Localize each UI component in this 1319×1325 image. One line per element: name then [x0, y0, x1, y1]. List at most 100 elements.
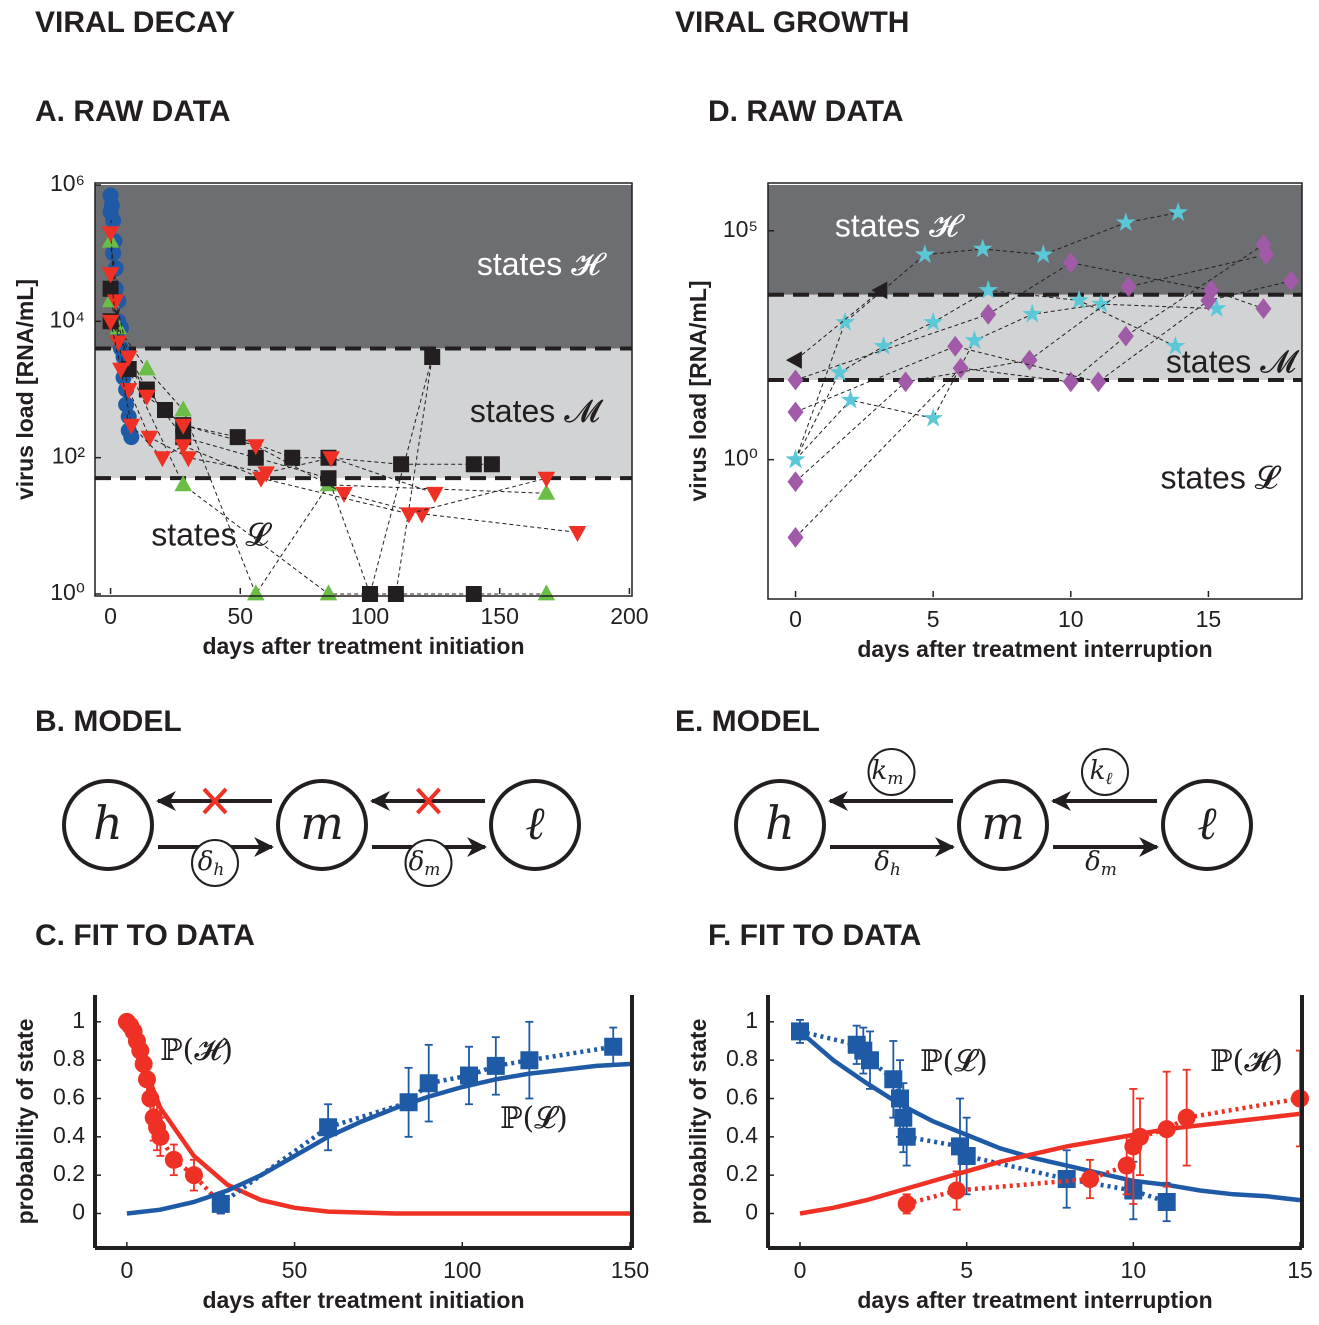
trajectory	[795, 280, 1292, 413]
data-point	[140, 430, 159, 447]
state-region	[768, 379, 1302, 597]
data-point	[947, 1181, 966, 1200]
y-tick-label: 0.4	[726, 1122, 758, 1148]
y-tick-label: 0	[745, 1199, 758, 1225]
data-point	[947, 335, 964, 357]
fit-curve	[798, 1029, 1301, 1203]
state-node	[276, 779, 368, 871]
data-point	[1117, 325, 1134, 347]
y-tick-label: 0	[72, 1199, 85, 1225]
data-point	[894, 1108, 913, 1127]
x-tick-label: 5	[960, 1257, 973, 1283]
data-point	[229, 429, 246, 446]
series-label: ℙ(𝓗)	[160, 1033, 233, 1068]
blocked-mark	[202, 787, 228, 815]
data-point	[871, 281, 888, 300]
y-tick-label: 1	[745, 1007, 758, 1033]
data-point	[174, 439, 192, 456]
rate-symbol: δ	[198, 847, 214, 877]
rate-subscript: m	[1101, 860, 1117, 880]
rate-subscript: m	[424, 860, 440, 880]
data-point	[424, 349, 441, 365]
region-label: states 𝓗	[835, 207, 965, 243]
state-node	[62, 779, 154, 871]
data-point	[829, 362, 850, 381]
data-point	[787, 401, 804, 423]
trajectory	[110, 321, 547, 515]
data-point	[1081, 1170, 1099, 1188]
data-point	[1033, 244, 1054, 264]
data-point	[320, 470, 337, 487]
data-point	[101, 226, 120, 243]
y-tick-label: 1	[72, 1007, 85, 1033]
data-point	[465, 456, 482, 473]
data-point	[362, 586, 378, 602]
x-tick-label: 150	[611, 1257, 649, 1283]
data-point	[118, 396, 135, 413]
panel-title: C. FIT TO DATA	[35, 919, 255, 952]
data-point	[465, 586, 482, 602]
data-point	[787, 471, 804, 493]
state-node	[489, 779, 581, 871]
rate-label: δm	[1085, 847, 1117, 880]
y-tick-label: 10⁰	[50, 579, 85, 605]
y-tick-label: 10⁴	[50, 306, 85, 332]
rate-label: km	[872, 756, 904, 789]
state-region	[95, 185, 632, 349]
data-point	[835, 311, 855, 331]
rate-label: δh	[874, 847, 901, 880]
data-point	[1117, 1156, 1136, 1175]
panel-title: F. FIT TO DATA	[708, 919, 921, 952]
node-label: ℓ	[1197, 796, 1217, 850]
data-point	[568, 526, 587, 542]
data-point	[972, 238, 993, 258]
node-label: ℓ	[525, 796, 545, 850]
fit-curve	[124, 1020, 630, 1216]
data-point	[179, 451, 198, 468]
fit-curve	[799, 1111, 1301, 1216]
data-point	[964, 330, 985, 349]
data-point	[247, 449, 264, 466]
data-point	[1062, 252, 1079, 274]
data-point	[884, 1070, 903, 1089]
y-tick-label: 0.8	[726, 1045, 758, 1071]
data-point	[184, 1166, 203, 1185]
data-point	[923, 311, 943, 331]
data-point	[107, 294, 125, 311]
data-point	[101, 267, 120, 284]
data-point	[174, 418, 192, 435]
data-point	[873, 335, 894, 355]
state-node	[734, 779, 826, 871]
data-point	[460, 1066, 478, 1085]
data-point	[387, 586, 404, 602]
data-point	[252, 471, 270, 488]
data-point	[483, 456, 500, 473]
data-point	[138, 389, 156, 406]
rate-subscript: h	[213, 860, 224, 880]
data-point	[897, 371, 914, 393]
x-tick-label: 100	[351, 603, 389, 629]
data-point	[101, 314, 120, 331]
data-point	[174, 400, 192, 417]
data-point	[134, 1055, 153, 1073]
data-point	[151, 1127, 170, 1146]
data-point	[785, 449, 806, 469]
y-tick-label: 10⁵	[723, 216, 758, 242]
x-axis-label: days after treatment interruption	[857, 636, 1212, 662]
data-point	[785, 351, 802, 369]
trajectory	[795, 262, 1264, 381]
trajectory	[110, 232, 578, 533]
data-point	[119, 350, 138, 367]
y-tick-label: 0.6	[53, 1084, 85, 1110]
data-point	[419, 1074, 438, 1093]
data-point	[486, 1056, 505, 1075]
data-point	[891, 1089, 909, 1108]
trajectory	[795, 289, 882, 361]
data-point	[1120, 276, 1137, 298]
data-point	[400, 507, 418, 524]
rate-symbol: δ	[1085, 847, 1101, 877]
rate-label: δh	[198, 847, 225, 880]
x-tick-label: 5	[927, 606, 940, 632]
data-point	[1131, 1127, 1149, 1146]
state-node	[957, 779, 1049, 871]
